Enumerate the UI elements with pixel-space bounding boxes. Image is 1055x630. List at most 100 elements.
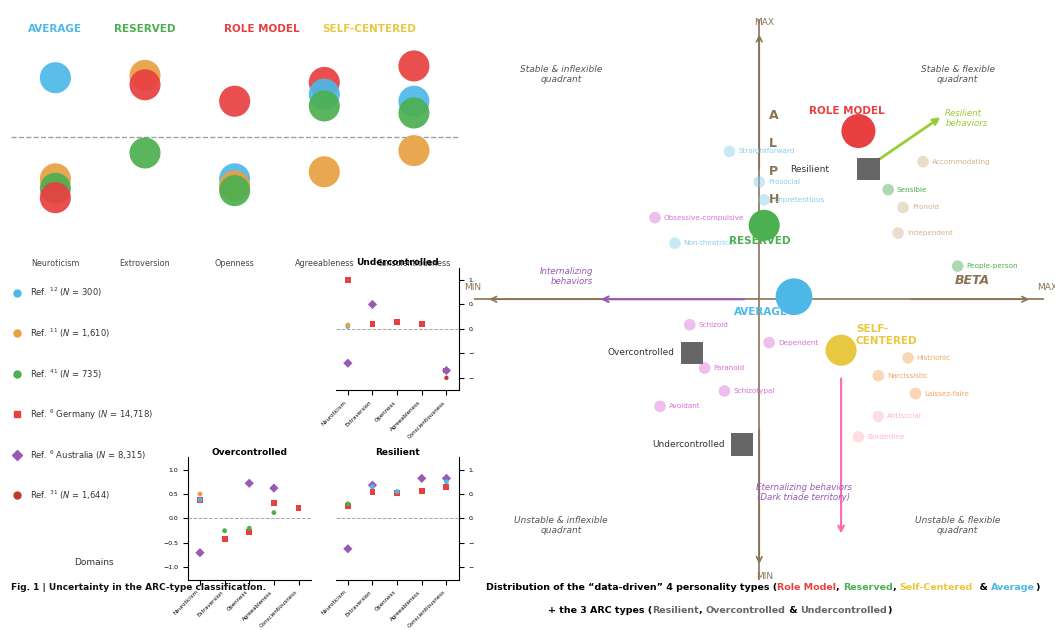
Point [364, 319, 381, 329]
Point [438, 373, 455, 383]
Point [682, 319, 698, 329]
Text: Straightforward: Straightforward [738, 149, 794, 154]
Text: Neuroticism: Neuroticism [32, 259, 79, 268]
Text: ROLE MODEL: ROLE MODEL [224, 23, 300, 33]
Text: Avoidant: Avoidant [669, 403, 701, 410]
Point [869, 411, 886, 421]
Point [438, 481, 455, 491]
Point [786, 292, 803, 302]
Text: Independent: Independent [907, 230, 953, 236]
Text: BETA: BETA [955, 273, 990, 287]
Point [46, 193, 63, 203]
Text: Non-theatrical: Non-theatrical [684, 240, 735, 246]
Text: Fig. 1 | Uncertainty in the ARC-type classification.: Fig. 1 | Uncertainty in the ARC-type cla… [11, 583, 266, 592]
Text: Histrionic: Histrionic [917, 355, 951, 361]
Text: Reserved: Reserved [843, 583, 893, 592]
Point [192, 547, 209, 558]
Text: Unstable & flexible
quadrant: Unstable & flexible quadrant [915, 516, 1000, 535]
Text: Borderline: Borderline [867, 434, 904, 440]
Point [900, 353, 917, 363]
Point [388, 486, 405, 496]
Point [364, 486, 381, 496]
Point [266, 498, 283, 508]
Text: Dependent: Dependent [778, 340, 818, 346]
Text: ROLE MODEL: ROLE MODEL [809, 106, 884, 116]
Point [895, 202, 912, 212]
Text: Conscientiousness: Conscientiousness [377, 259, 452, 268]
Point [241, 527, 257, 537]
Point [721, 146, 737, 156]
Text: A: A [769, 221, 779, 234]
Point [889, 228, 906, 238]
Point [832, 345, 849, 355]
Point [438, 473, 455, 483]
Text: Resilient
behaviors: Resilient behaviors [945, 108, 987, 128]
Text: Resilient: Resilient [652, 606, 698, 615]
Text: H: H [769, 193, 780, 207]
Point [241, 523, 257, 533]
Text: Distribution of the “data-driven” 4 personality types (: Distribution of the “data-driven” 4 pers… [485, 583, 776, 592]
Point [751, 177, 768, 187]
Text: Ref. $^{6}$ Australia ($N$ = 8,315): Ref. $^{6}$ Australia ($N$ = 8,315) [31, 448, 147, 462]
Point [340, 275, 357, 285]
Text: Resilient: Resilient [790, 165, 828, 174]
Text: L: L [769, 137, 778, 151]
Point [364, 299, 381, 309]
Point [266, 508, 283, 518]
Point [340, 499, 357, 509]
Point [860, 164, 877, 175]
Text: Antisocial: Antisocial [887, 413, 922, 420]
Point [414, 486, 430, 496]
Text: MAX: MAX [754, 18, 774, 26]
Point [696, 363, 713, 373]
Text: Eternalizing behaviors
(Dark triade territory): Eternalizing behaviors (Dark triade terr… [755, 483, 851, 502]
Text: Overcontrolled: Overcontrolled [706, 606, 786, 615]
Text: Average: Average [991, 583, 1035, 592]
Point [315, 101, 332, 111]
Text: AVERAGE: AVERAGE [28, 23, 82, 33]
Title: Resilient: Resilient [375, 447, 420, 457]
Text: ,: , [836, 583, 843, 592]
Text: Role Model: Role Model [776, 583, 836, 592]
Point [315, 167, 332, 177]
Text: Unstable & inflexible
quadrant: Unstable & inflexible quadrant [514, 516, 608, 535]
Point [340, 501, 357, 512]
Text: ,: , [698, 606, 706, 615]
Text: Domains: Domains [74, 558, 114, 567]
Point [414, 473, 430, 483]
Point [755, 220, 772, 231]
Point [733, 440, 750, 450]
Text: Prosocial: Prosocial [768, 179, 800, 185]
Point [647, 213, 664, 223]
Text: Schizotypal: Schizotypal [733, 388, 774, 394]
Point [850, 126, 867, 136]
Title: Overcontrolled: Overcontrolled [211, 447, 287, 457]
Point [438, 365, 455, 375]
Point [340, 321, 357, 331]
Text: RESERVED: RESERVED [729, 236, 791, 246]
Text: SELF-CENTERED: SELF-CENTERED [322, 23, 416, 33]
Point [405, 108, 422, 118]
Text: SELF-
CENTERED: SELF- CENTERED [856, 324, 918, 346]
Point [226, 174, 243, 184]
Point [340, 358, 357, 368]
Text: Stable & flexible
quadrant: Stable & flexible quadrant [921, 65, 995, 84]
Point [684, 348, 701, 358]
Point [226, 186, 243, 196]
Text: ): ) [1035, 583, 1039, 592]
Point [364, 480, 381, 490]
Point [226, 181, 243, 191]
Point [364, 481, 381, 491]
Point [880, 185, 897, 195]
Point [667, 238, 684, 248]
Text: Accommodating: Accommodating [932, 159, 991, 164]
Point [405, 146, 422, 156]
Text: Openness: Openness [215, 259, 254, 268]
Point [414, 319, 430, 329]
Text: ,: , [893, 583, 900, 592]
Point [192, 489, 209, 499]
Text: Ref. $^{11}$ ($N$ = 1,610): Ref. $^{11}$ ($N$ = 1,610) [31, 326, 111, 340]
Point [192, 495, 209, 505]
Point [315, 77, 332, 88]
Text: Ref. $^{31}$ ($N$ = 1,644): Ref. $^{31}$ ($N$ = 1,644) [31, 489, 111, 502]
